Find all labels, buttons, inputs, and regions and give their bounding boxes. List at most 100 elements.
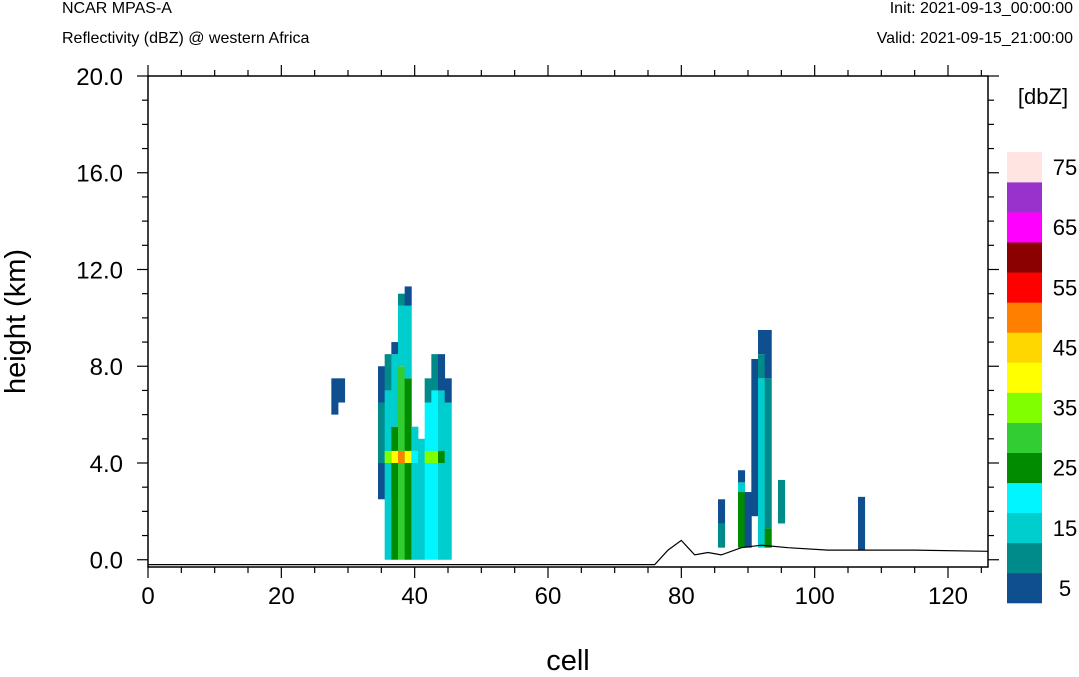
colorbar-labels: 5 15 25 35 45 55 65 75 [1053, 155, 1077, 601]
colorbar-label: 25 [1053, 456, 1077, 481]
reflectivity-cell [398, 293, 406, 306]
x-tick-label: 60 [535, 583, 562, 610]
reflectivity-cell [404, 305, 412, 379]
reflectivity-cell [718, 499, 726, 524]
colorbar-swatch [1007, 572, 1042, 604]
reflectivity-cell [778, 479, 786, 524]
reflectivity-cell [751, 358, 759, 517]
reflectivity-cell [424, 378, 432, 403]
model-name: NCAR MPAS-A [62, 0, 172, 17]
reflectivity-cell [404, 378, 412, 560]
colorbar [1007, 152, 1042, 604]
reflectivity-cell [378, 402, 386, 463]
colorbar-swatch [1007, 362, 1042, 393]
colorbar-swatch [1007, 182, 1042, 213]
colorbar-swatch [1007, 302, 1042, 333]
reflectivity-cell [398, 366, 406, 560]
reflectivity-cell [744, 492, 752, 548]
reflectivity-cell [438, 354, 446, 391]
reflectivity-cell [331, 378, 339, 415]
colorbar-swatch [1007, 212, 1042, 243]
x-tick-labels: 0 20 40 60 80 100 120 [141, 583, 968, 610]
y-tick-label: 20.0 [76, 64, 123, 91]
terrain-line [148, 539, 989, 566]
colorbar-label: 55 [1053, 275, 1077, 300]
reflectivity-cell [384, 354, 392, 391]
y-tick-label: 0.0 [90, 548, 123, 575]
reflectivity-cell [398, 305, 406, 367]
colorbar-swatch [1007, 392, 1042, 423]
reflectivity-cell [764, 329, 772, 379]
reflectivity-cells [331, 286, 866, 560]
reflectivity-cell [858, 496, 866, 551]
reflectivity-cell [758, 354, 766, 379]
plot-frame [147, 75, 989, 568]
reflectivity-cell [398, 450, 406, 463]
y-axis-label: height (km) [0, 249, 32, 394]
field-description: Reflectivity (dBZ) @ western Africa [62, 30, 310, 47]
x-tick-label: 120 [928, 583, 968, 610]
reflectivity-cell [431, 354, 439, 391]
colorbar-swatch [1007, 452, 1042, 484]
reflectivity-cell [391, 342, 399, 355]
y-tick-label: 16.0 [76, 161, 123, 188]
reflectivity-cell [404, 286, 412, 306]
reflectivity-cell [738, 492, 746, 548]
reflectivity-cell [438, 390, 446, 560]
axis-ticks [137, 65, 999, 578]
valid-time: Valid: 2021-09-15_21:00:00 [876, 30, 1073, 47]
terrain-surface [148, 539, 989, 566]
colorbar-label: 75 [1053, 155, 1077, 180]
colorbar-label: 35 [1053, 396, 1077, 421]
x-tick-label: 100 [795, 583, 835, 610]
reflectivity-cell [391, 450, 399, 463]
colorbar-swatch [1007, 332, 1042, 363]
reflectivity-cell [411, 463, 419, 560]
x-tick-label: 20 [268, 583, 295, 610]
colorbar-label: 65 [1053, 215, 1077, 240]
y-tick-label: 12.0 [76, 257, 123, 284]
colorbar-label: 5 [1059, 576, 1071, 601]
reflectivity-cell [431, 390, 439, 560]
x-tick-label: 0 [141, 583, 154, 610]
reflectivity-cell [411, 426, 419, 451]
reflectivity-cell [758, 378, 766, 548]
colorbar-unit-label: [dbZ] [1018, 84, 1068, 109]
reflectivity-cell [404, 450, 412, 463]
reflectivity-cell [391, 354, 399, 427]
reflectivity-cell [764, 378, 772, 529]
x-tick-label: 40 [401, 583, 428, 610]
reflectivity-cell [764, 528, 772, 548]
colorbar-swatch [1007, 422, 1042, 453]
init-time: Init: 2021-09-13_00:00:00 [889, 0, 1073, 17]
y-tick-labels: 0.0 4.0 8.0 12.0 16.0 20.0 [76, 64, 123, 575]
colorbar-swatch [1007, 542, 1042, 574]
y-tick-label: 8.0 [90, 354, 123, 381]
reflectivity-cell [418, 438, 426, 463]
reflectivity-cell [411, 450, 419, 463]
reflectivity-cell [391, 426, 399, 560]
y-tick-label: 4.0 [90, 451, 123, 478]
reflectivity-cell [384, 390, 392, 560]
x-axis-label: cell [546, 645, 590, 677]
colorbar-swatch [1007, 152, 1042, 183]
colorbar-swatch [1007, 482, 1042, 514]
reflectivity-cell [384, 450, 392, 463]
reflectivity-cell [431, 450, 439, 463]
colorbar-swatch [1007, 272, 1042, 303]
reflectivity-cell [738, 470, 746, 483]
reflectivity-cell [424, 402, 432, 560]
reflectivity-cell [438, 450, 446, 463]
reflectivity-cell [424, 450, 432, 463]
reflectivity-cell [718, 523, 726, 548]
colorbar-label: 45 [1053, 335, 1077, 360]
colorbar-swatch [1007, 242, 1042, 273]
reflectivity-cell [338, 378, 346, 403]
reflectivity-cell [444, 402, 452, 560]
colorbar-swatch [1007, 512, 1042, 544]
colorbar-label: 15 [1053, 516, 1077, 541]
reflectivity-cell [418, 463, 426, 560]
reflectivity-cell [758, 329, 766, 355]
x-tick-label: 80 [668, 583, 695, 610]
